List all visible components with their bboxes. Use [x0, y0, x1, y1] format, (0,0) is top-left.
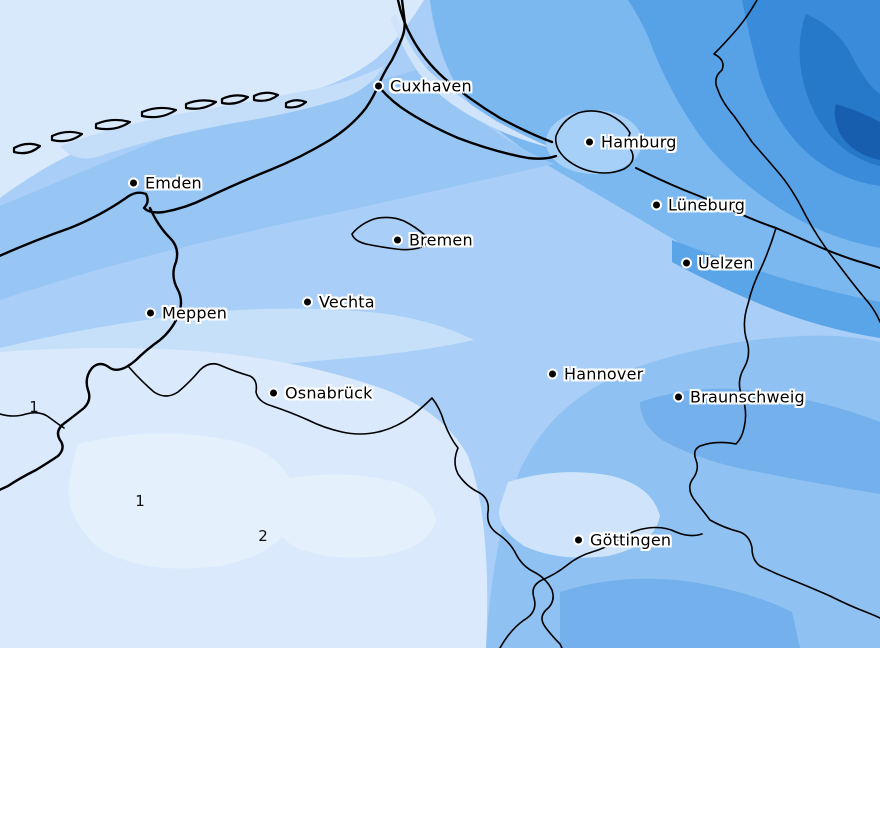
- city-label: Uelzen: [698, 253, 754, 273]
- footer: Temperatur in 2m (in °C) Modell: ICON-D2…: [0, 648, 880, 830]
- temperature-fill-layer: [0, 0, 880, 648]
- city-label: Bremen: [409, 230, 473, 250]
- city-label: Hamburg: [601, 132, 677, 152]
- city-dot-icon: [673, 391, 684, 403]
- city-marker: Uelzen: [681, 254, 754, 273]
- city-marker: Hannover: [547, 365, 643, 384]
- city-marker: Vechta: [302, 293, 375, 312]
- city-label: Meppen: [162, 303, 228, 323]
- islands: [12, 91, 308, 155]
- city-marker: Bremen: [392, 231, 473, 250]
- city-dot-icon: [651, 199, 662, 211]
- city-dot-icon: [145, 307, 156, 319]
- city-marker: Osnabrück: [268, 384, 373, 403]
- city-marker: Braunschweig: [673, 388, 805, 407]
- city-label: Göttingen: [590, 530, 672, 550]
- city-dot-icon: [302, 296, 313, 308]
- temperature-map-canvas: [0, 0, 880, 648]
- city-dot-icon: [373, 80, 384, 92]
- temp-value-label: 1: [135, 492, 145, 510]
- temp-value-label: 2: [258, 527, 268, 545]
- city-marker: Meppen: [145, 304, 227, 323]
- city-dot-icon: [128, 177, 139, 189]
- city-dot-icon: [573, 534, 584, 546]
- city-dot-icon: [268, 387, 279, 399]
- city-label: Cuxhaven: [390, 76, 472, 96]
- city-marker: Göttingen: [573, 531, 671, 550]
- city-marker: Emden: [128, 174, 202, 193]
- temp-value-label: 1: [29, 398, 39, 416]
- city-dot-icon: [584, 136, 595, 148]
- map-area: Cuxhaven Hamburg Emden Lüneburg Bremen Uelzen…: [0, 0, 880, 648]
- city-label: Emden: [145, 173, 202, 193]
- border-layer: [0, 0, 880, 648]
- city-label: Osnabrück: [285, 383, 373, 403]
- city-marker: Cuxhaven: [373, 77, 472, 96]
- city-marker: Lüneburg: [651, 196, 745, 215]
- city-dot-icon: [547, 368, 558, 380]
- city-marker: Hamburg: [584, 133, 677, 152]
- city-label: Vechta: [319, 292, 375, 312]
- city-dot-icon: [681, 257, 692, 269]
- city-label: Lüneburg: [668, 195, 746, 215]
- city-label: Hannover: [564, 364, 644, 384]
- city-dot-icon: [392, 234, 403, 246]
- city-label: Braunschweig: [690, 387, 805, 407]
